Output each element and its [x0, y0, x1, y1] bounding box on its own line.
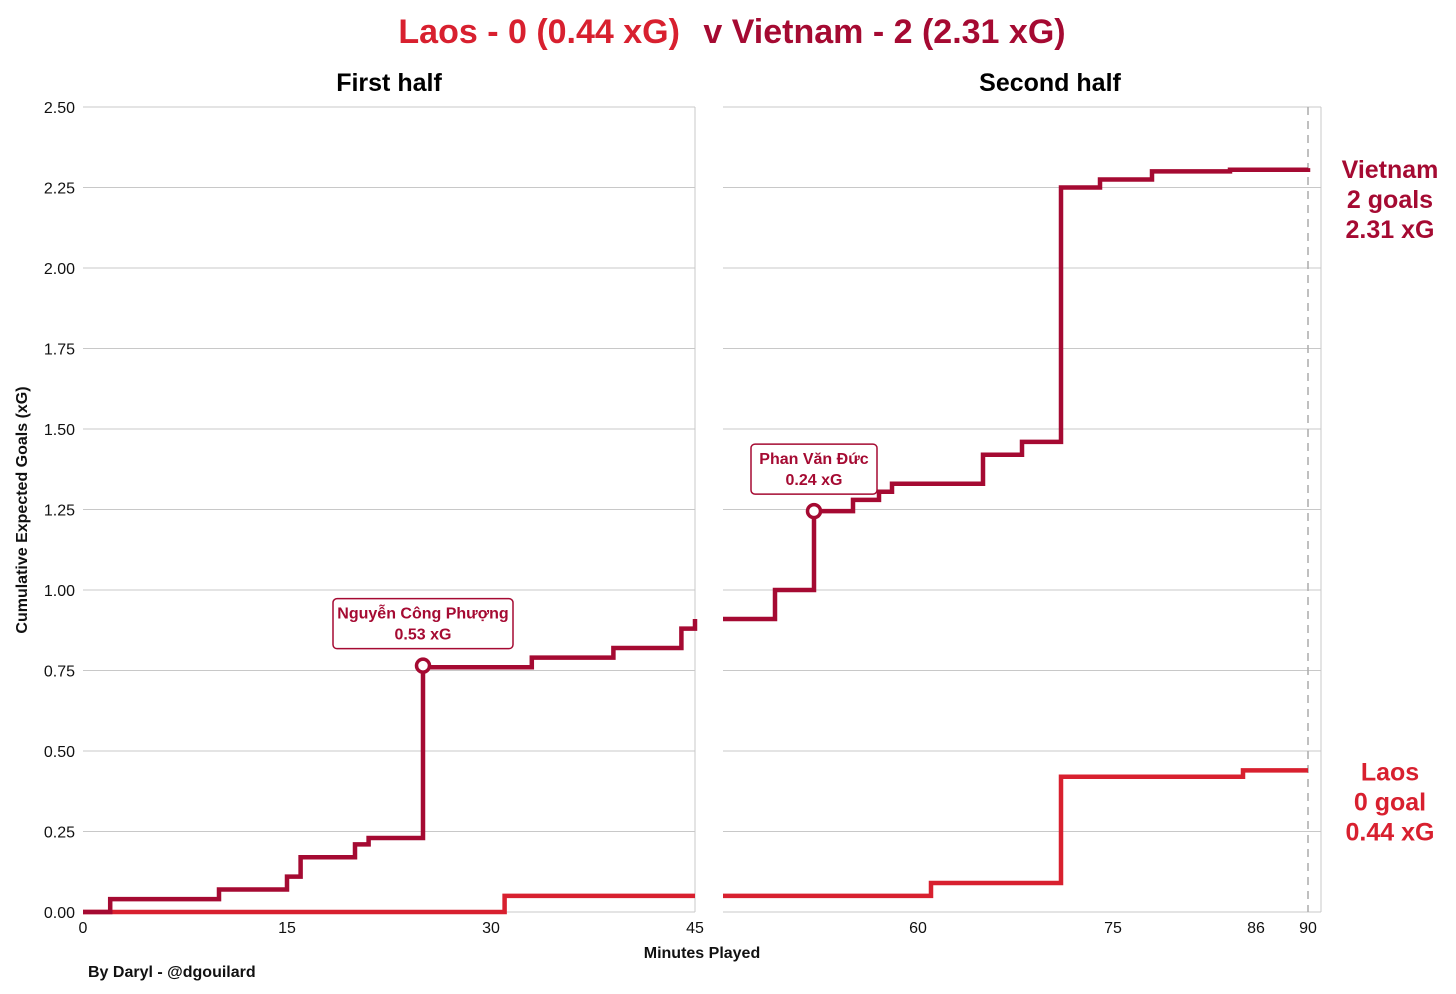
annotations: Nguyễn Công Phượng 0.53 xG Phan Văn Đức 0.2… [332, 443, 878, 674]
series-line-vietnam-first-half [83, 618, 698, 915]
goal-marker [805, 502, 823, 520]
series-line-laos-second-half [723, 768, 1308, 899]
x-axis-ticks: 0 15 30 45 60 75 86 90 [79, 920, 1317, 937]
facet-title-first-half: First half [336, 69, 442, 97]
x-tick-label: 75 [1104, 920, 1122, 937]
x-tick-label: 30 [482, 920, 500, 937]
x-tick-label: 0 [79, 920, 88, 937]
goal-annotation: Phan Văn Đức 0.24 xG [750, 443, 878, 495]
y-tick-label: 0.75 [44, 664, 75, 681]
annotation-box [332, 597, 514, 650]
goal-annotation: Nguyễn Công Phượng 0.53 xG [332, 597, 514, 650]
x-tick-label: 86 [1247, 920, 1265, 937]
y-tick-label: 1.75 [44, 342, 75, 359]
series-line-laos-first-half [83, 893, 695, 915]
gridlines [83, 106, 1322, 913]
chart-title: Laos - 0 (0.44 xG) v Vietnam - 2 (2.31 x… [398, 13, 1065, 51]
annotation-text: Nguyễn Công Phượng [337, 604, 508, 623]
annotation-text: 0.53 xG [395, 627, 452, 644]
y-tick-label: 2.00 [44, 261, 75, 278]
end-label-vietnam: 2 goals [1347, 186, 1433, 214]
y-tick-label: 1.00 [44, 583, 75, 600]
x-tick-label: 15 [278, 920, 296, 937]
end-label-vietnam: Vietnam [1342, 156, 1439, 184]
y-tick-label: 0.25 [44, 825, 75, 842]
x-tick-label: 60 [909, 920, 927, 937]
end-label-laos: 0 goal [1354, 788, 1426, 816]
credit-caption: By Daryl - @dgouilard [88, 964, 256, 981]
y-axis-title: Cumulative Expected Goals (xG) [14, 386, 31, 633]
y-tick-label: 0.00 [44, 905, 75, 922]
annotation-box [750, 443, 878, 495]
y-tick-label: 1.25 [44, 503, 75, 520]
y-axis-ticks: 0.00 0.25 0.50 0.75 1.00 1.25 1.50 1.75 2.00 2.25… [44, 100, 75, 922]
annotation-text: 0.24 xG [786, 472, 843, 489]
end-label-laos: 0.44 xG [1346, 818, 1435, 846]
y-tick-label: 2.50 [44, 100, 75, 117]
title-laos-part: Laos - 0 (0.44 xG) [398, 13, 680, 51]
goal-marker [414, 657, 432, 674]
x-tick-label: 90 [1299, 920, 1317, 937]
end-label-laos: Laos [1361, 758, 1419, 786]
y-tick-label: 1.50 [44, 422, 75, 439]
title-vietnam-part: v Vietnam - 2 (2.31 xG) [703, 13, 1065, 51]
y-tick-label: 2.25 [44, 181, 75, 198]
annotation-text: Phan Văn Đức [759, 451, 868, 468]
x-tick-label: 45 [686, 920, 704, 937]
facet-title-second-half: Second half [979, 69, 1121, 97]
y-tick-label: 0.50 [44, 744, 75, 761]
end-label-vietnam: 2.31 xG [1346, 216, 1435, 244]
x-axis-title: Minutes Played [644, 945, 760, 962]
series-line-vietnam-second-half [723, 167, 1311, 622]
